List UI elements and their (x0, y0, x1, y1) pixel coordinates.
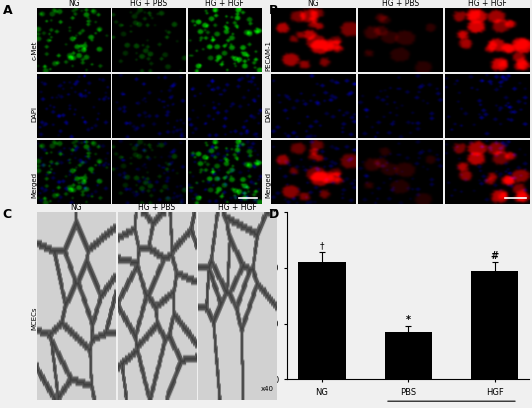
Text: D: D (269, 208, 279, 221)
Y-axis label: Merged: Merged (31, 172, 37, 198)
Text: #: # (491, 251, 498, 261)
Bar (471, 271, 518, 379)
Text: A: A (3, 4, 12, 17)
Text: x40: x40 (261, 386, 275, 392)
Y-axis label: PECAM-1: PECAM-1 (265, 40, 271, 71)
Title: NG: NG (68, 0, 80, 8)
Title: HG + HGF: HG + HGF (468, 0, 506, 8)
Y-axis label: DAPI: DAPI (31, 106, 37, 122)
Title: HG + PBS: HG + PBS (130, 0, 168, 8)
Bar (298, 262, 346, 379)
Y-axis label: Merged: Merged (265, 172, 271, 198)
Y-axis label: DAPI: DAPI (265, 106, 271, 122)
Bar (385, 332, 432, 379)
Title: HG + HGF: HG + HGF (218, 203, 257, 212)
Text: C: C (3, 208, 12, 221)
Y-axis label: c-Met: c-Met (31, 40, 37, 60)
Y-axis label: MCECs: MCECs (31, 306, 37, 330)
Text: B: B (269, 4, 278, 17)
Text: †: † (320, 242, 325, 251)
Title: HG + PBS: HG + PBS (138, 203, 176, 212)
Title: NG: NG (71, 203, 82, 212)
Y-axis label: No. Tubes/ Field: No. Tubes/ Field (256, 266, 265, 326)
Title: HG + HGF: HG + HGF (205, 0, 244, 8)
Text: *: * (406, 315, 411, 325)
Title: HG + PBS: HG + PBS (382, 0, 419, 8)
Title: NG: NG (307, 0, 319, 8)
